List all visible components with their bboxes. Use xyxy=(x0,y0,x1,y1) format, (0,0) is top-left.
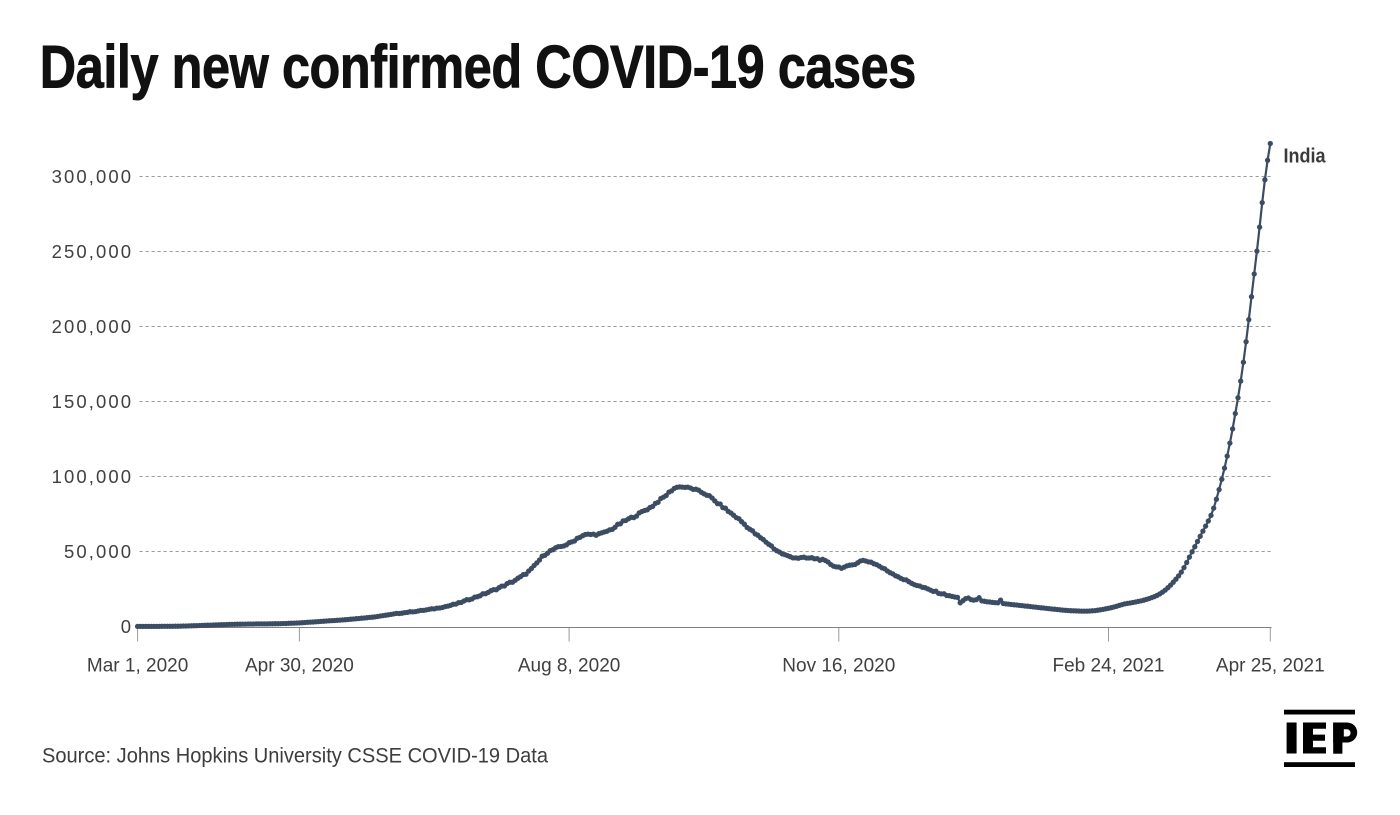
svg-text:Apr 25, 2021: Apr 25, 2021 xyxy=(1216,656,1325,677)
svg-text:India: India xyxy=(1284,146,1327,168)
svg-text:Daily new confirmed COVID-19 c: Daily new confirmed COVID-19 cases xyxy=(40,34,916,101)
svg-text:0: 0 xyxy=(121,616,133,637)
svg-text:Source: Johns Hopkins Universi: Source: Johns Hopkins University CSSE CO… xyxy=(42,745,548,768)
svg-text:Feb 24, 2021: Feb 24, 2021 xyxy=(1053,656,1165,677)
svg-text:200,000: 200,000 xyxy=(52,316,134,337)
svg-text:Nov 16, 2020: Nov 16, 2020 xyxy=(782,656,895,677)
svg-text:150,000: 150,000 xyxy=(52,391,134,412)
svg-text:300,000: 300,000 xyxy=(52,166,134,187)
svg-text:50,000: 50,000 xyxy=(64,541,133,562)
svg-text:100,000: 100,000 xyxy=(52,466,134,487)
svg-text:250,000: 250,000 xyxy=(52,241,134,262)
svg-text:Mar 1, 2020: Mar 1, 2020 xyxy=(87,656,188,677)
svg-text:Apr 30, 2020: Apr 30, 2020 xyxy=(245,656,354,677)
svg-text:Aug 8, 2020: Aug 8, 2020 xyxy=(518,656,620,677)
